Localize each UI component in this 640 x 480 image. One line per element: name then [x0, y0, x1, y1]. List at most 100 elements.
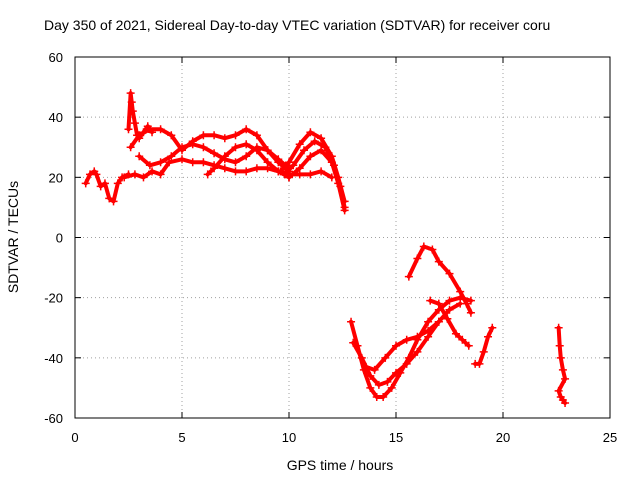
data-series [81, 89, 570, 407]
data-point [451, 329, 460, 338]
data-point [178, 143, 186, 152]
data-point [109, 197, 118, 206]
data-point [145, 125, 154, 134]
x-tick-label: 5 [178, 430, 185, 445]
data-point [334, 179, 343, 188]
data-point [443, 314, 452, 323]
data-point [392, 341, 400, 350]
data-point [188, 140, 197, 149]
data-point [462, 299, 471, 308]
data-point [413, 332, 422, 341]
data-point [263, 146, 272, 155]
data-point [379, 392, 388, 401]
y-tick-label: 20 [49, 170, 63, 185]
series-arc-late [473, 325, 495, 366]
data-point [374, 380, 383, 389]
series-arc-valley-b [351, 301, 463, 387]
x-tick-label: 25 [603, 430, 617, 445]
data-point [327, 158, 336, 167]
data-point [263, 158, 272, 167]
data-point [445, 296, 454, 305]
data-point [100, 179, 109, 188]
x-tick-label: 20 [496, 430, 510, 445]
chart-title: Day 350 of 2021, Sidereal Day-to-day VTE… [44, 17, 550, 33]
data-point [274, 155, 283, 164]
data-point [413, 347, 422, 356]
data-point [445, 269, 454, 278]
data-point [306, 128, 315, 137]
data-point [92, 170, 101, 179]
data-point [555, 341, 564, 350]
data-point [289, 161, 298, 170]
data-point [231, 158, 240, 167]
data-point [295, 164, 304, 173]
data-point [424, 326, 433, 335]
data-point [464, 341, 473, 350]
data-point [252, 164, 261, 173]
data-point [349, 338, 358, 347]
data-point [310, 137, 319, 146]
data-point [561, 398, 570, 407]
data-point [252, 146, 261, 155]
y-tick-label: 0 [56, 231, 63, 246]
data-point [285, 158, 293, 167]
data-point [362, 362, 371, 371]
data-point [156, 125, 165, 134]
data-point [434, 299, 443, 308]
data-point [306, 170, 315, 179]
data-point [148, 167, 157, 176]
data-point [434, 257, 443, 266]
data-point [199, 158, 208, 167]
y-ticks: 60 40 20 0 -20 -40 -60 [44, 50, 610, 426]
y-tick-label: 60 [49, 50, 63, 65]
data-point [231, 167, 240, 176]
data-point [220, 134, 229, 143]
data-point [127, 98, 136, 107]
data-point [242, 152, 251, 161]
data-point [445, 305, 454, 314]
data-point [466, 296, 475, 305]
data-point [402, 359, 411, 368]
series-arc-upper [128, 127, 291, 174]
x-tick-label: 0 [71, 430, 78, 445]
data-point [321, 143, 330, 152]
data-point [242, 167, 251, 176]
data-point [199, 131, 208, 140]
y-tick-label: -40 [44, 351, 63, 366]
data-point [387, 383, 396, 392]
data-point [299, 146, 308, 155]
data-point [556, 353, 565, 362]
y-tick-label: -60 [44, 411, 63, 426]
data-point [428, 245, 437, 254]
data-point [130, 170, 139, 179]
data-point [285, 173, 293, 182]
data-point [165, 158, 174, 167]
data-point [317, 134, 326, 143]
data-point [404, 272, 413, 281]
data-point [203, 170, 212, 179]
data-point [484, 332, 493, 341]
series-arc-valley-a [349, 295, 473, 399]
x-tick-label: 10 [282, 430, 296, 445]
data-point [126, 89, 135, 98]
x-ticks: 0 5 10 15 20 25 [71, 57, 617, 445]
series-arc-final [556, 325, 568, 405]
data-point [458, 335, 467, 344]
data-point [347, 317, 356, 326]
x-tick-label: 15 [389, 430, 403, 445]
data-point [383, 377, 392, 386]
data-point [413, 254, 422, 263]
data-point [554, 323, 563, 332]
data-point [210, 164, 219, 173]
data-point [402, 335, 411, 344]
data-point [81, 179, 90, 188]
y-axis-label: SDTVAR / TECUs [5, 181, 21, 293]
data-point [126, 143, 135, 152]
data-point [280, 170, 289, 179]
data-point [135, 152, 144, 161]
data-point [242, 140, 251, 149]
x-axis-label: GPS time / hours [287, 457, 394, 473]
data-point [210, 149, 219, 158]
data-point [366, 383, 375, 392]
